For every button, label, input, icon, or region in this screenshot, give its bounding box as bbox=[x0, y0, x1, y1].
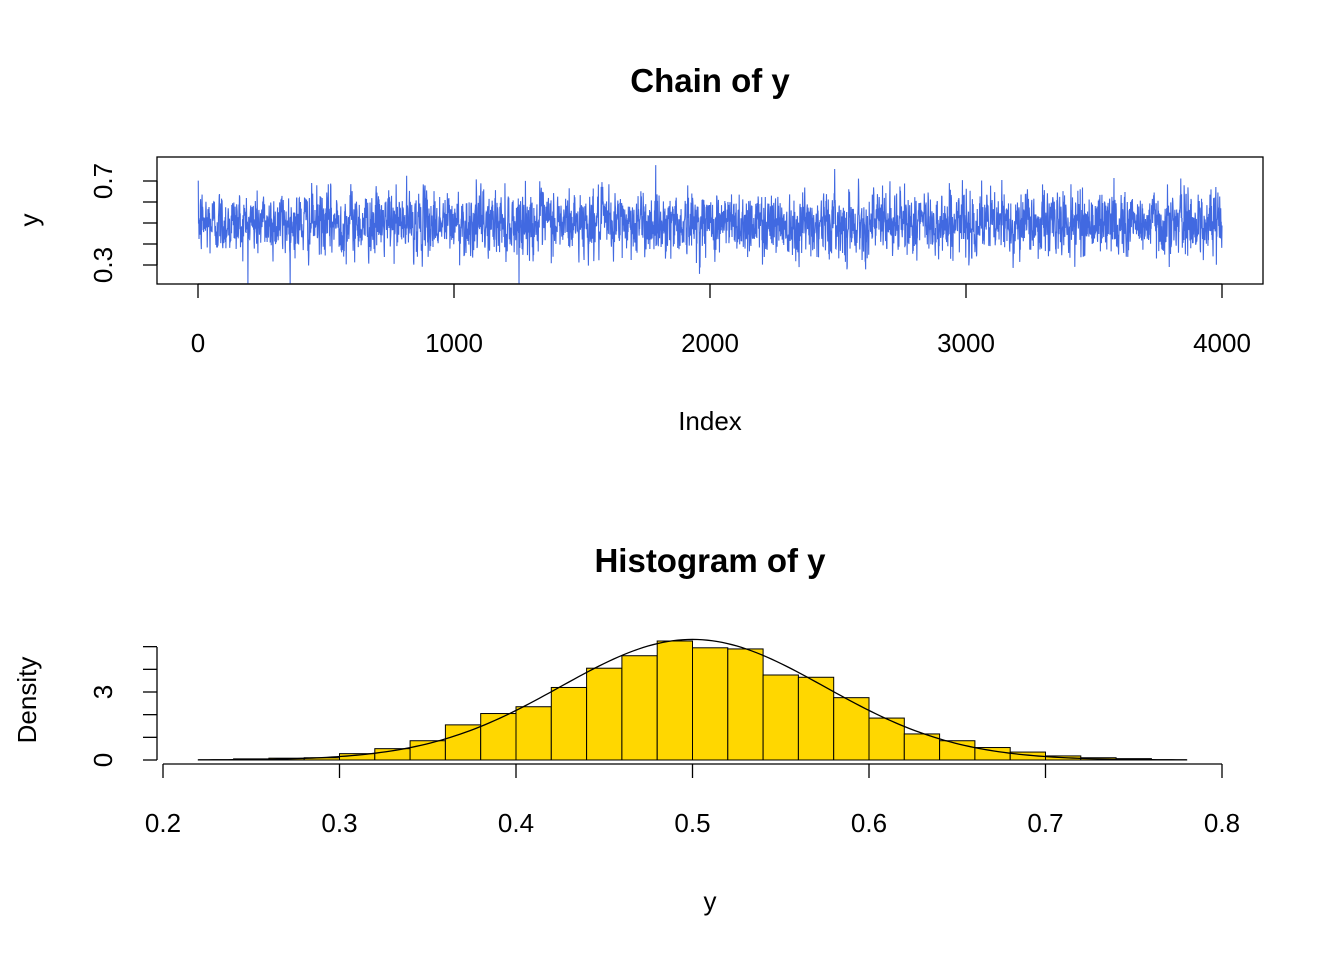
trace-y-tick-label: 0.3 bbox=[88, 247, 118, 283]
histogram-x-tick-label: 0.5 bbox=[674, 808, 710, 838]
histogram-bars bbox=[197, 640, 1188, 761]
histogram-x-tick-label: 0.2 bbox=[145, 808, 181, 838]
histogram-y-axis: 03 bbox=[88, 646, 158, 767]
histogram-bar bbox=[903, 733, 941, 761]
histogram-x-tick-label: 0.7 bbox=[1027, 808, 1063, 838]
histogram-bar bbox=[974, 747, 1011, 761]
histogram-x-tick-label: 0.3 bbox=[321, 808, 357, 838]
histogram-plot: Histogram of y 0.2 0.3 0.4 0.5 0.6 0.7 0.8 03 … bbox=[12, 542, 1240, 916]
trace-y-axis: 0.3 0.7 bbox=[88, 163, 158, 283]
histogram-bar bbox=[586, 667, 623, 761]
histogram-x-tick-label: 0.6 bbox=[851, 808, 887, 838]
histogram-bar bbox=[656, 640, 694, 761]
histogram-x-axis: 0.2 0.3 0.4 0.5 0.6 0.7 0.8 bbox=[145, 763, 1240, 838]
histogram-y-tick-label: 0 bbox=[88, 753, 118, 767]
density-curve bbox=[198, 638, 1187, 761]
histogram-bar bbox=[797, 676, 835, 761]
trace-line bbox=[197, 165, 1223, 284]
trace-x-tick-label: 4000 bbox=[1193, 328, 1251, 358]
histogram-bar bbox=[868, 717, 905, 761]
histogram-bar bbox=[727, 648, 764, 761]
histogram-bar bbox=[444, 724, 482, 761]
histogram-x-tick-label: 0.4 bbox=[498, 808, 534, 838]
histogram-bar bbox=[515, 706, 552, 761]
histogram-x-label: y bbox=[704, 886, 717, 916]
histogram-bar bbox=[480, 713, 517, 761]
histogram-bar bbox=[692, 647, 729, 761]
histogram-y-label: Density bbox=[12, 657, 42, 744]
histogram-bar bbox=[550, 686, 588, 761]
histogram-x-tick-label: 0.8 bbox=[1204, 808, 1240, 838]
trace-y-tick-label: 0.7 bbox=[88, 163, 118, 199]
trace-x-axis: 0 1000 2000 3000 4000 bbox=[191, 283, 1251, 358]
trace-x-tick-label: 3000 bbox=[937, 328, 995, 358]
trace-plot: Chain of y 0 1000 2000 3000 4000 0.3 0.7 Inde… bbox=[14, 62, 1264, 436]
trace-x-tick-label: 0 bbox=[191, 328, 205, 358]
histogram-title: Histogram of y bbox=[594, 542, 826, 579]
trace-x-tick-label: 1000 bbox=[425, 328, 483, 358]
histogram-bar bbox=[833, 697, 870, 761]
trace-x-label: Index bbox=[678, 406, 742, 436]
trace-x-tick-label: 2000 bbox=[681, 328, 739, 358]
trace-y-label: y bbox=[14, 214, 44, 227]
histogram-bar bbox=[762, 674, 799, 761]
trace-series bbox=[197, 165, 1223, 284]
histogram-y-tick-label: 3 bbox=[88, 685, 118, 699]
trace-title: Chain of y bbox=[630, 62, 790, 99]
histogram-bar bbox=[621, 655, 658, 761]
